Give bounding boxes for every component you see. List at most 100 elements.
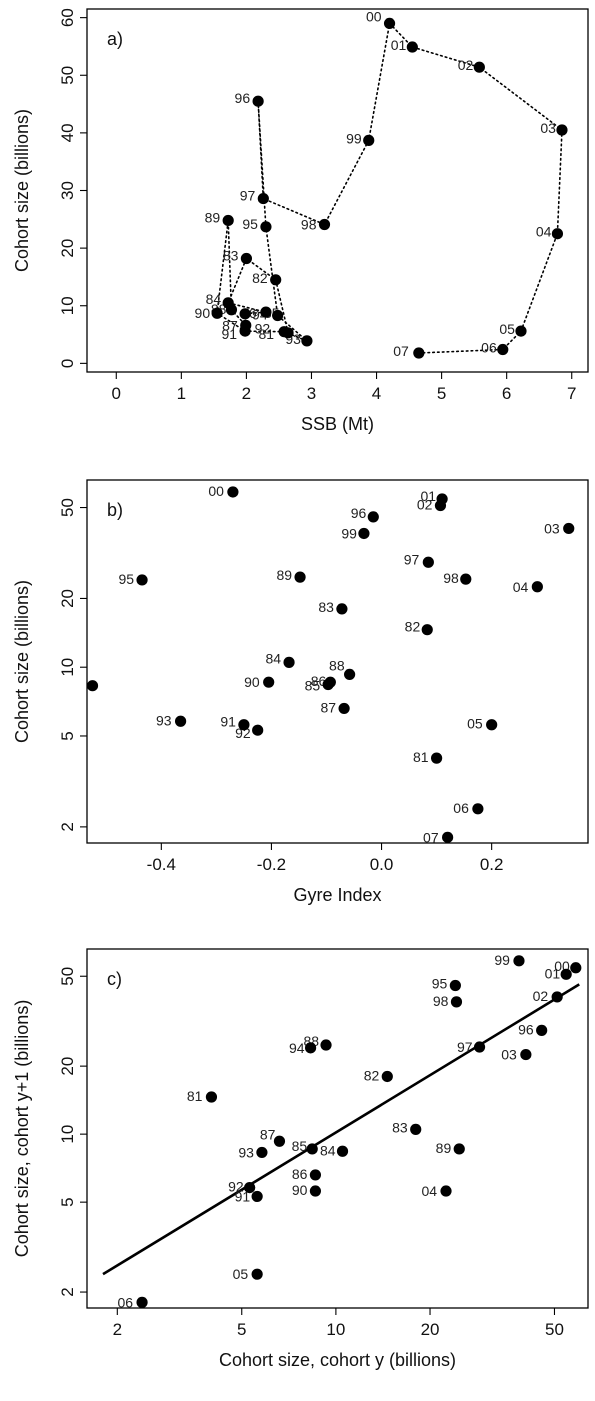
y-tick-label: 10 [58,1125,77,1144]
data-point [513,955,525,967]
point-label: 99 [341,525,357,541]
point-label: 87 [321,699,337,715]
data-point [227,486,239,498]
data-point [309,1169,322,1181]
data-point [251,1190,263,1203]
plot-frame [86,8,589,373]
data-point [422,556,434,568]
data-point [338,702,350,715]
point-label: 89 [205,209,221,225]
data-point [174,715,187,727]
point-label: 83 [318,599,334,615]
data-point [270,274,282,286]
data-point [309,1185,322,1197]
point-label: 97 [240,188,256,204]
y-tick-label: 10 [58,296,77,315]
point-label: 96 [235,90,251,106]
point-label: 84 [206,291,222,307]
data-point [278,326,290,338]
plot-frame [86,479,589,844]
point-label: 85 [305,678,321,694]
point-label: 93 [238,1144,254,1160]
data-point [450,996,463,1008]
data-point [304,1042,317,1054]
x-tick-label: 20 [421,1320,440,1339]
data-point [406,41,418,53]
y-tick-label: 30 [58,181,77,200]
point-label: 04 [513,579,529,595]
point-label: 01 [421,488,437,504]
point-label: 95 [432,975,448,991]
y-tick-label: 2 [58,1287,77,1296]
data-point [238,719,250,731]
point-label: 03 [540,120,556,136]
data-point [256,1146,268,1159]
data-point [301,335,313,347]
data-point [257,192,269,205]
x-tick-label: 0 [112,384,121,403]
point-label: 87 [260,1126,276,1142]
x-tick-label: -0.2 [257,855,286,874]
data-point [244,1181,256,1194]
data-point [86,680,99,692]
point-label: 86 [292,1166,308,1182]
x-tick-label: 10 [326,1320,345,1339]
data-point [551,991,563,1003]
data-point [531,581,543,593]
panel-label: a) [107,29,123,49]
data-point [410,1123,422,1135]
point-label: 90 [195,305,211,321]
point-label: 02 [417,497,433,513]
point-label: 89 [436,1140,452,1156]
data-point [551,228,564,240]
point-label: 95 [118,571,134,587]
x-tick-label: 2 [113,1320,122,1339]
y-axis-title: Cohort size (billions) [12,109,32,272]
point-label: 82 [405,619,421,635]
point-label: 94 [70,678,86,694]
point-label: 84 [265,650,281,666]
x-tick-label: 0.2 [480,855,504,874]
y-tick-label: 50 [58,967,77,986]
point-label: 00 [208,483,224,499]
data-point [318,218,331,231]
x-tick-label: 1 [177,384,186,403]
y-tick-label: 60 [58,8,77,27]
point-label: 04 [536,224,552,240]
y-tick-label: 5 [58,731,77,740]
data-point [136,574,148,586]
data-point [383,17,396,30]
point-label: 81 [187,1088,203,1104]
data-point [336,603,348,615]
data-point [239,308,251,320]
x-tick-label: 0.0 [370,855,394,874]
point-label: 85 [292,1138,308,1154]
x-tick-label: -0.4 [147,855,176,874]
y-axis-title: Cohort size (billions) [12,580,32,743]
data-point [306,1143,318,1155]
point-label: 83 [392,1119,408,1135]
point-label: 02 [458,57,474,73]
data-point [440,1185,452,1197]
point-label: 01 [545,965,561,981]
y-tick-label: 2 [58,822,77,831]
point-label: 91 [220,714,236,730]
data-point [272,309,284,322]
point-label: 01 [391,37,407,53]
data-point [515,325,527,337]
data-point [520,1048,532,1061]
data-point [536,1024,548,1036]
y-tick-label: 20 [58,239,77,258]
panel-b-scatter-chart: -0.4 -0.2 0.0 0.2 2 5 10 20 50 Gyre Index Cohort s… [12,479,589,905]
y-axis-title: Cohort size, cohort y+1 (billions) [12,1000,32,1258]
point-label: 88 [329,657,345,673]
x-tick-label: 6 [502,384,511,403]
point-label: 98 [443,570,459,586]
x-tick-label: 5 [437,384,446,403]
x-axis-title: Gyre Index [293,885,381,905]
data-point [283,656,295,668]
point-label: 05 [499,321,515,337]
